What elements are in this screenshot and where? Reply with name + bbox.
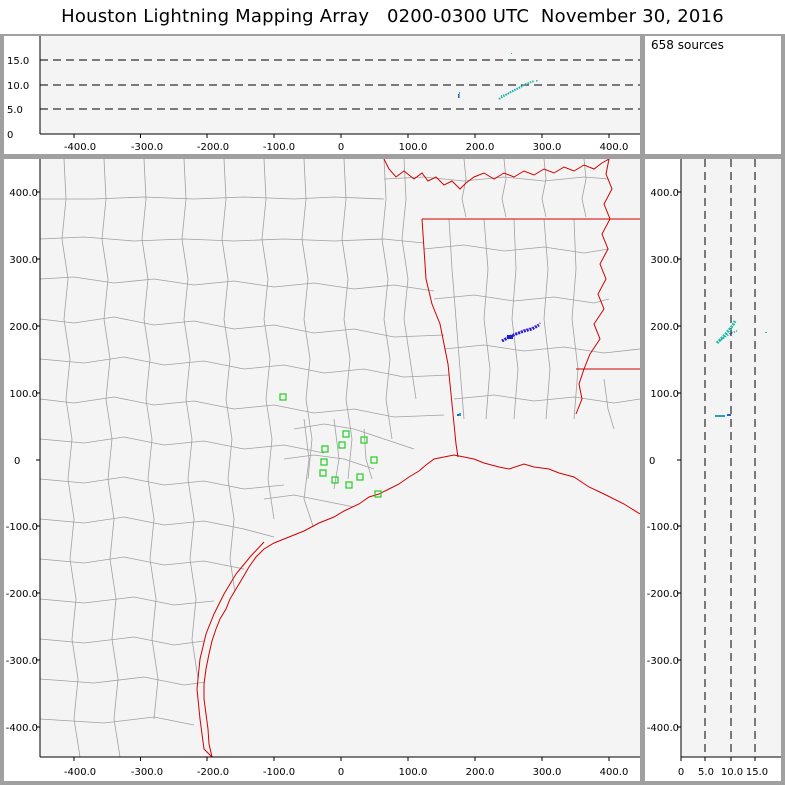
frame-mid-horizontal bbox=[0, 154, 785, 159]
altitude-y-sources bbox=[715, 320, 767, 417]
top-x-tick-4: 0 bbox=[338, 142, 344, 153]
right-y-tick-1: 300.0 bbox=[650, 255, 679, 266]
mississippi-river bbox=[575, 159, 613, 415]
lightning-map-panel: 400.0 300.0 200.0 100.0 0 -100.0 -200.0 … bbox=[6, 159, 640, 778]
top-x-tick-5: 100.0 bbox=[399, 142, 428, 153]
right-y-tick-4: 0 bbox=[649, 456, 655, 467]
chart-title: Houston Lightning Mapping Array 0200-030… bbox=[61, 6, 724, 27]
top-y-tick-0: 0 bbox=[7, 130, 13, 141]
right-x-tick-0: 0 bbox=[678, 767, 684, 778]
right-y-tick-0: 400.0 bbox=[650, 188, 679, 199]
right-y-tick-5: -100.0 bbox=[647, 522, 679, 533]
top-y-tick-1: 5.0 bbox=[7, 105, 23, 116]
right-y-tick-2: 200.0 bbox=[650, 322, 679, 333]
map-x-tick-4: 0 bbox=[338, 767, 344, 778]
top-x-tick-8: 400.0 bbox=[600, 142, 629, 153]
top-x-tick-6: 200.0 bbox=[466, 142, 495, 153]
right-y-tick-7: -300.0 bbox=[647, 656, 679, 667]
top-x-ticks: -400.0 -300.0 -200.0 -100.0 0 100.0 200.… bbox=[64, 134, 628, 153]
altitude-x-panel: 0 5.0 10.0 15.0 -400.0 -300.0 -200.0 -10… bbox=[7, 36, 640, 153]
coastline bbox=[203, 454, 640, 758]
map-x-tick-0: -400.0 bbox=[64, 767, 96, 778]
frame-mid-vertical bbox=[640, 34, 645, 785]
gulf-of-mexico bbox=[204, 455, 640, 757]
top-y-tick-2: 10.0 bbox=[7, 81, 29, 92]
map-y-tick-3: 100.0 bbox=[9, 389, 38, 400]
source-count: 658 sources bbox=[651, 38, 724, 52]
map-y-tick-2: 200.0 bbox=[9, 322, 38, 333]
frame-top bbox=[0, 34, 785, 36]
right-x-tick-1: 5.0 bbox=[698, 767, 714, 778]
map-x-ticks: -400.0 -300.0 -200.0 -100.0 0 100.0 200.… bbox=[64, 757, 628, 778]
top-x-tick-0: -400.0 bbox=[64, 142, 96, 153]
map-x-tick-3: -100.0 bbox=[263, 767, 295, 778]
right-y-tick-6: -200.0 bbox=[647, 589, 679, 600]
top-x-tick-1: -300.0 bbox=[131, 142, 163, 153]
frame-left bbox=[0, 34, 4, 785]
right-y-tick-8: -400.0 bbox=[647, 723, 679, 734]
map-x-tick-2: -200.0 bbox=[197, 767, 229, 778]
right-y-tick-3: 100.0 bbox=[650, 389, 679, 400]
right-x-tick-2: 10.0 bbox=[721, 767, 743, 778]
altitude-x-sources bbox=[458, 53, 538, 100]
top-y-tick-3: 15.0 bbox=[7, 56, 29, 67]
frame-right bbox=[781, 34, 785, 785]
map-x-tick-5: 100.0 bbox=[399, 767, 428, 778]
map-y-tick-7: -300.0 bbox=[6, 656, 38, 667]
map-x-tick-6: 200.0 bbox=[466, 767, 495, 778]
right-y-ticks: 400.0 300.0 200.0 100.0 0 -100.0 -200.0 … bbox=[647, 188, 681, 734]
map-y-tick-8: -400.0 bbox=[6, 723, 38, 734]
top-x-tick-2: -200.0 bbox=[197, 142, 229, 153]
map-y-tick-6: -200.0 bbox=[6, 589, 38, 600]
tx-la-border bbox=[421, 218, 459, 458]
right-x-tick-3: 15.0 bbox=[746, 767, 768, 778]
map-y-ticks: 400.0 300.0 200.0 100.0 0 -100.0 -200.0 … bbox=[6, 188, 40, 734]
map-x-tick-7: 300.0 bbox=[533, 767, 562, 778]
map-x-tick-1: -300.0 bbox=[131, 767, 163, 778]
map-y-tick-0: 400.0 bbox=[9, 188, 38, 199]
map-y-tick-5: -100.0 bbox=[6, 522, 38, 533]
right-x-ticks: 0 5.0 10.0 15.0 bbox=[678, 757, 768, 778]
map-y-tick-4: 0 bbox=[14, 456, 20, 467]
county-boundaries bbox=[39, 159, 640, 758]
state-and-coast-boundaries bbox=[196, 159, 640, 758]
map-x-tick-8: 400.0 bbox=[600, 767, 629, 778]
red-river-boundary bbox=[383, 159, 610, 190]
frame-bottom bbox=[0, 781, 785, 785]
top-x-tick-3: -100.0 bbox=[263, 142, 295, 153]
altitude-y-panel: 400.0 300.0 200.0 100.0 0 -100.0 -200.0 … bbox=[647, 159, 781, 778]
lma-stations bbox=[279, 393, 382, 498]
lightning-sources-plan bbox=[457, 321, 543, 416]
top-x-tick-7: 300.0 bbox=[533, 142, 562, 153]
map-y-tick-1: 300.0 bbox=[9, 255, 38, 266]
